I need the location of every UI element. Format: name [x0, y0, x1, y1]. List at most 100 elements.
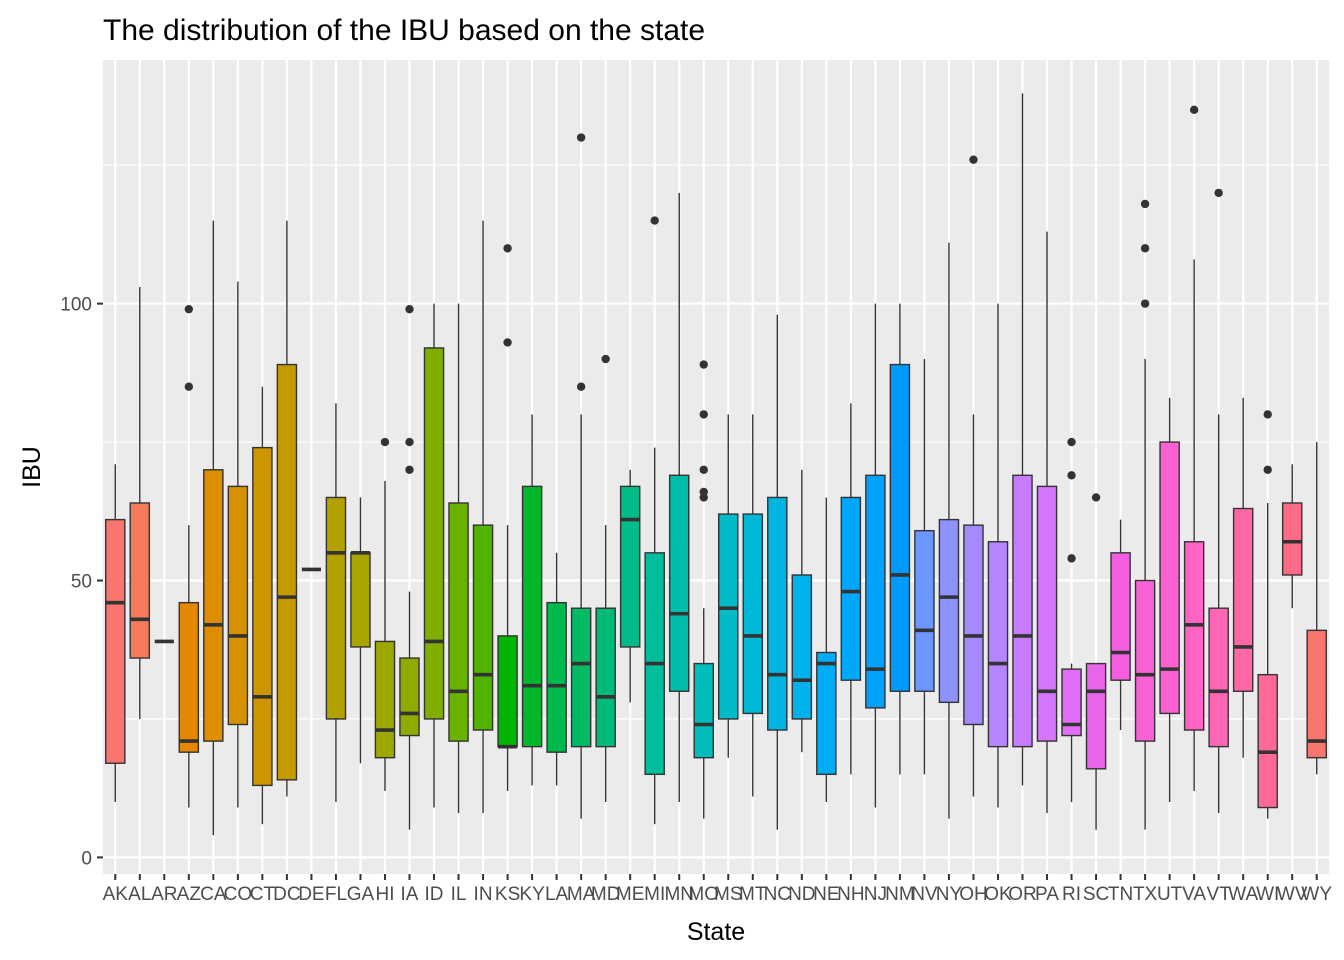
iqr-box — [497, 635, 518, 748]
box-nm — [889, 303, 911, 775]
x-tick-label: LA — [545, 884, 569, 905]
outlier-point — [650, 216, 659, 225]
box-nv — [914, 359, 935, 775]
iqr-box — [840, 496, 862, 681]
iqr-box — [448, 502, 469, 742]
y-tick-label: 100 — [60, 295, 92, 316]
x-tick-label: IA — [401, 884, 419, 905]
iqr-box — [325, 496, 347, 720]
iqr-box — [472, 524, 494, 731]
x-tick-label: ME — [616, 884, 645, 905]
box-me — [619, 469, 641, 703]
x-tick-label: AR — [151, 884, 177, 905]
x-tick-label: MO — [688, 884, 719, 905]
x-tick-label: ID — [425, 884, 444, 905]
outlier-point — [405, 304, 414, 314]
x-tick-label: NJ — [864, 884, 887, 905]
box-wi — [1257, 410, 1278, 819]
iqr-box — [1208, 607, 1229, 748]
iqr-box — [1183, 541, 1205, 731]
outlier-point — [1140, 199, 1150, 209]
box-nh — [840, 403, 862, 775]
iqr-box — [350, 552, 371, 648]
iqr-box — [791, 574, 813, 720]
iqr-box — [1306, 629, 1328, 759]
x-tick-label: TN — [1108, 884, 1133, 905]
box-mo — [693, 360, 715, 819]
x-tick-label: DC — [273, 884, 300, 905]
iqr-box — [570, 607, 592, 748]
box-ri — [1061, 437, 1082, 803]
x-tick-label: NV — [911, 884, 938, 905]
iqr-box — [521, 485, 543, 748]
box-ne — [816, 497, 837, 803]
box-pa — [1036, 231, 1058, 814]
outlier-point — [503, 338, 512, 347]
box-hi — [374, 437, 396, 791]
box-wv — [1281, 464, 1303, 609]
iqr-box — [717, 513, 739, 720]
iqr-box — [889, 363, 911, 692]
outlier-point — [1214, 188, 1223, 198]
box-vt — [1208, 188, 1229, 814]
x-tick-label: IN — [474, 884, 493, 905]
x-tick-label: NH — [837, 884, 864, 905]
outlier-point — [601, 354, 610, 364]
iqr-box — [1036, 485, 1058, 742]
box-nj — [865, 303, 886, 808]
x-tick-label: PA — [1035, 884, 1059, 905]
x-tick-label: NE — [813, 884, 839, 905]
x-tick-label: OH — [959, 884, 988, 905]
box-md — [595, 354, 616, 803]
box-ak — [104, 464, 126, 803]
iqr-box — [963, 524, 984, 726]
iqr-box — [595, 607, 616, 748]
x-tick-label: FL — [325, 884, 347, 905]
y-axis: 0 50 100 — [60, 295, 103, 869]
box-ct — [252, 386, 273, 825]
x-tick-label: CT — [250, 884, 276, 905]
box-nc — [767, 314, 788, 830]
box-ky — [521, 414, 543, 786]
outlier-point — [1067, 554, 1076, 563]
box-oh — [963, 155, 984, 797]
x-tick-label: CA — [200, 884, 227, 905]
x-axis-title: State — [687, 918, 745, 946]
x-tick-label: WV — [1277, 884, 1308, 905]
outlier-point — [699, 410, 708, 419]
x-tick-label: MI — [644, 884, 665, 905]
x-tick-label: IL — [451, 884, 467, 905]
iqr-box — [276, 363, 298, 781]
box-fl — [325, 403, 347, 803]
outlier-point — [576, 133, 586, 142]
x-tick-label: AL — [128, 884, 151, 905]
box-ok — [987, 303, 1009, 808]
iqr-box — [252, 446, 273, 787]
x-tick-label: NM — [885, 884, 915, 905]
outlier-point — [699, 487, 708, 497]
x-tick-label: VT — [1207, 884, 1232, 905]
iqr-box — [1110, 552, 1131, 681]
iqr-box — [178, 601, 200, 753]
iqr-box — [693, 662, 715, 759]
outlier-point — [1140, 299, 1150, 308]
plot-panel — [103, 60, 1329, 874]
iqr-box — [1012, 474, 1033, 748]
iqr-box — [1232, 507, 1254, 692]
box-id — [423, 303, 445, 808]
box-mi — [644, 216, 665, 825]
outlier-point — [503, 244, 512, 253]
outlier-point — [405, 437, 414, 447]
iqr-box — [1085, 662, 1107, 770]
iqr-box — [938, 518, 960, 704]
x-tick-label: HI — [375, 884, 394, 905]
box-ma — [570, 133, 592, 819]
outlier-point — [1067, 471, 1076, 480]
x-tick-label: MD — [591, 884, 621, 905]
box-wy — [1306, 442, 1328, 775]
x-tick-label: TX — [1133, 884, 1158, 905]
iqr-box — [767, 496, 788, 731]
